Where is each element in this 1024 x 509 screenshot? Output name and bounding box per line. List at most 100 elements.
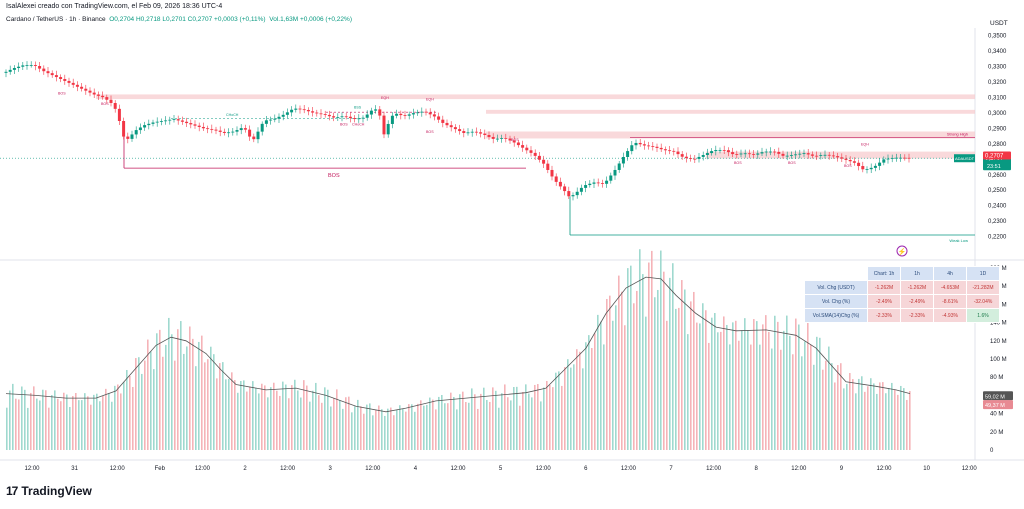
candle-up	[281, 114, 285, 117]
volume-bar	[435, 409, 437, 450]
candle-down	[722, 150, 726, 151]
volume-bar	[462, 391, 464, 450]
volume-bar	[783, 330, 785, 450]
volume-bar	[264, 385, 266, 450]
volume-bar	[753, 319, 755, 450]
candle-down	[663, 149, 667, 151]
volume-bar	[24, 389, 26, 450]
volume-bar	[90, 404, 92, 450]
volume-bar	[12, 383, 14, 450]
volume-bar	[867, 386, 869, 450]
volume-bar	[45, 390, 47, 450]
volume-bar	[828, 346, 830, 450]
candle-down	[810, 154, 814, 156]
volume-bar	[750, 344, 752, 450]
volume-bar	[639, 249, 641, 450]
candle-down	[529, 150, 533, 153]
volume-bar	[192, 338, 194, 450]
volume-bar	[552, 387, 554, 450]
volume-bar	[678, 307, 680, 450]
time-tick-label: 12:00	[876, 466, 892, 472]
volume-bar	[306, 385, 308, 450]
volume-bar	[795, 318, 797, 450]
volume-bar	[831, 363, 833, 450]
candle-up	[630, 145, 634, 152]
volume-bar	[294, 379, 296, 450]
candle-down	[298, 108, 302, 110]
volume-bar	[510, 400, 512, 450]
volume-bar	[339, 400, 341, 450]
volume-bar	[723, 316, 725, 450]
volume-bar	[543, 387, 545, 450]
volume-bar	[549, 384, 551, 450]
candle-up	[697, 156, 701, 159]
candle-up	[264, 120, 268, 124]
volume-bar	[288, 398, 290, 450]
volume-bar	[735, 320, 737, 450]
volume-bar	[162, 356, 164, 450]
candle-up	[290, 109, 294, 113]
volume-bar	[342, 408, 344, 450]
candle-up	[764, 151, 768, 153]
volume-bar	[9, 390, 11, 450]
candle-down	[596, 182, 600, 184]
volume-bar	[576, 349, 578, 450]
volume-bar	[669, 277, 671, 450]
volume-bar	[204, 362, 206, 450]
candle-down	[428, 112, 432, 115]
candle-up	[899, 157, 903, 159]
price-tick-label: 0,2200	[988, 235, 1007, 241]
candle-up	[869, 167, 873, 170]
candle-up	[579, 187, 583, 192]
volume-bar	[354, 406, 356, 450]
candle-down	[831, 155, 835, 157]
symbol-name[interactable]: Cardano / TetherUS · 1h · Binance	[6, 16, 106, 23]
candle-down	[306, 109, 310, 112]
volume-bar	[579, 351, 581, 450]
volume-bar	[672, 263, 674, 450]
volume-bar	[375, 410, 377, 450]
marker-price-tag[interactable]	[983, 151, 1011, 160]
tradingview-logo[interactable]: 17 TradingView	[6, 484, 92, 498]
stats-row-label: Vol. Chg (USDT)	[804, 280, 868, 295]
candle-up	[495, 138, 499, 140]
currency-label[interactable]: USDT	[990, 20, 1008, 27]
time-tick-label: 12:00	[24, 466, 40, 472]
volume-bar	[150, 351, 152, 450]
candle-down	[861, 166, 865, 170]
candle-down	[96, 94, 100, 96]
candle-up	[592, 182, 596, 184]
candle-up	[269, 119, 273, 121]
volume-bar	[741, 330, 743, 450]
volume-bar	[447, 403, 449, 450]
volume-bar	[216, 378, 218, 450]
volume-bar	[249, 386, 251, 450]
candle-down	[857, 162, 861, 167]
volume-bar	[570, 367, 572, 450]
volume-bar	[603, 344, 605, 450]
candle-down	[525, 147, 529, 151]
price-tick-label: 0,2300	[988, 219, 1007, 225]
volume-bar	[516, 386, 518, 450]
symbol-price-tag[interactable]	[954, 154, 975, 163]
candle-up	[470, 131, 474, 133]
volume-bar	[147, 339, 149, 450]
time-tick-label: 12:00	[280, 466, 296, 472]
event-flash-icon[interactable]	[896, 245, 908, 257]
volume-bar	[870, 378, 872, 450]
time-tick-label: Feb	[155, 466, 166, 472]
volume-bar	[492, 387, 494, 450]
candle-down	[689, 158, 693, 159]
volume-bar	[771, 348, 773, 450]
volume-bar	[711, 317, 713, 450]
candle-down	[638, 142, 642, 145]
candle-down	[554, 176, 558, 182]
volume-bar	[363, 413, 365, 450]
time-tick-label: 8	[755, 466, 759, 472]
candle-down	[647, 145, 651, 147]
candle-up	[374, 109, 378, 111]
volume-bar	[27, 407, 29, 450]
price-tick-label: 0,3400	[988, 49, 1007, 55]
candle-down	[54, 75, 58, 78]
